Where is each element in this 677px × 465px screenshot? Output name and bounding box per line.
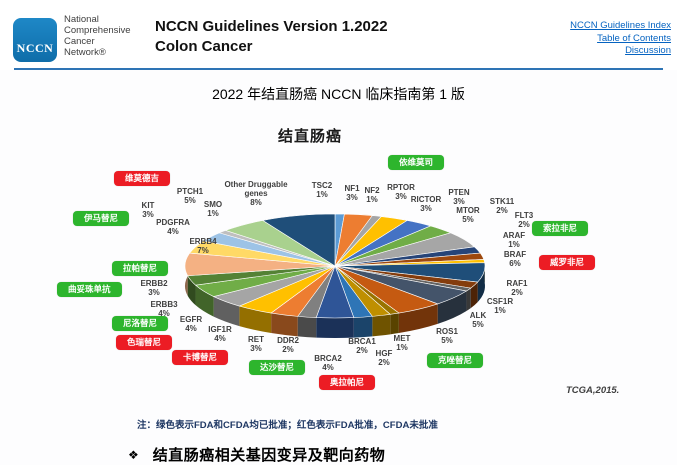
gene-label-pten: PTEN 3% <box>448 188 470 206</box>
drug-box-色瑞替尼: 色瑞替尼 <box>116 335 173 350</box>
footer-caption-text: 结直肠癌相关基因变异及靶向药物 <box>152 447 386 464</box>
page-title: NCCN Guidelines Version 1.2022 Colon Can… <box>155 17 388 57</box>
guidelines-version-title: NCCN Guidelines Version 1.2022 <box>155 18 388 35</box>
gene-label-rptor: RPTOR 3% <box>387 183 415 201</box>
gene-label-brca2: BRCA2 4% <box>314 354 342 372</box>
gene-label-csf1r: CSF1R 1% <box>486 297 514 315</box>
gene-label-ros1: ROS1 5% <box>436 327 458 345</box>
gene-label-other-druggable-genes: Other Druggable genes 8% <box>224 180 288 207</box>
gene-label-met: MET 1% <box>393 334 411 352</box>
drug-box-奥拉帕尼: 奥拉帕尼 <box>319 375 376 390</box>
drug-box-克唑替尼: 克唑替尼 <box>427 353 484 368</box>
org-line: National <box>64 14 99 25</box>
gene-label-mtor: MTOR 5% <box>456 206 480 224</box>
gene-label-nf1: NF1 3% <box>344 184 360 202</box>
gene-label-ptch1: PTCH1 5% <box>176 187 204 205</box>
gene-label-hgf: HGF 2% <box>375 349 393 367</box>
nccn-logo-text: NCCN <box>16 41 54 55</box>
gene-label-stk11: STK11 2% <box>489 197 515 215</box>
drug-box-拉帕替尼: 拉帕替尼 <box>112 261 169 276</box>
gene-label-raf1: RAF1 2% <box>506 279 528 297</box>
gene-label-braf: BRAF 6% <box>503 250 527 268</box>
gene-label-egfr: EGFR 4% <box>179 315 203 333</box>
gene-label-rictor: RICTOR 3% <box>410 195 442 213</box>
gene-label-erbb2: ERBB2 3% <box>140 279 168 297</box>
nccn-logo: NCCN <box>13 18 57 62</box>
data-source-citation: TCGA,2015. <box>566 385 620 396</box>
color-legend-note: 注：绿色表示FDA和CFDA均已批准；红色表示FDA批准，CFDA未批准 <box>137 420 438 431</box>
chinese-subtitle: 2022 年结直肠癌 NCCN 临床指南第 1 版 <box>212 86 465 102</box>
drug-box-依维莫司: 依维莫司 <box>388 155 445 170</box>
gene-label-smo: SMO 1% <box>203 200 223 218</box>
org-line: Cancer <box>64 36 95 47</box>
header: NCCN National Comprehensive Cancer Netwo… <box>0 0 677 70</box>
drug-box-卡博替尼: 卡博替尼 <box>172 350 229 365</box>
gene-label-tsc2: TSC2 1% <box>311 181 333 199</box>
gene-label-erbb4: ERBB4 7% <box>189 237 217 255</box>
link-discussion[interactable]: Discussion <box>625 45 671 56</box>
drug-box-伊马替尼: 伊马替尼 <box>73 211 130 226</box>
org-line: Network® <box>64 47 106 58</box>
drug-box-尼洛替尼: 尼洛替尼 <box>112 316 169 331</box>
gene-label-flt3: FLT3 2% <box>514 211 534 229</box>
drug-box-索拉非尼: 索拉非尼 <box>532 221 589 236</box>
link-table-of-contents[interactable]: Table of Contents <box>597 32 671 44</box>
footer-caption: ❖ 结直肠癌相关基因变异及靶向药物 <box>128 444 385 465</box>
drug-box-达沙替尼: 达沙替尼 <box>249 360 306 375</box>
drug-box-曲妥珠单抗: 曲妥珠单抗 <box>57 282 122 297</box>
org-line: Comprehensive <box>64 25 131 36</box>
gene-label-araf: ARAF 1% <box>502 231 526 249</box>
org-name: National Comprehensive Cancer Network® <box>64 14 131 58</box>
gene-label-ret: RET 3% <box>248 335 264 353</box>
chart-title: 结直肠癌 <box>277 128 342 145</box>
cancer-type-title: Colon Cancer <box>155 38 253 55</box>
diamond-bullet-icon: ❖ <box>128 447 139 462</box>
gene-label-erbb3: ERBB3 4% <box>150 300 178 318</box>
gene-label-igf1r: IGF1R 4% <box>208 325 232 343</box>
header-divider <box>14 68 663 70</box>
gene-label-alk: ALK 5% <box>469 311 487 329</box>
gene-label-nf2: NF2 1% <box>364 186 380 204</box>
drug-box-维莫德吉: 维莫德吉 <box>114 171 171 186</box>
gene-label-kit: KIT 3% <box>141 201 155 219</box>
nav-links: NCCN Guidelines Index Table of Contents … <box>570 20 671 58</box>
drug-box-威罗非尼: 威罗非尼 <box>539 255 596 270</box>
gene-label-brca1: BRCA1 2% <box>348 337 376 355</box>
link-guidelines-index[interactable]: NCCN Guidelines Index <box>570 20 671 31</box>
gene-label-pdgfra: PDGFRA 4% <box>156 218 190 236</box>
gene-label-ddr2: DDR2 2% <box>277 336 299 354</box>
